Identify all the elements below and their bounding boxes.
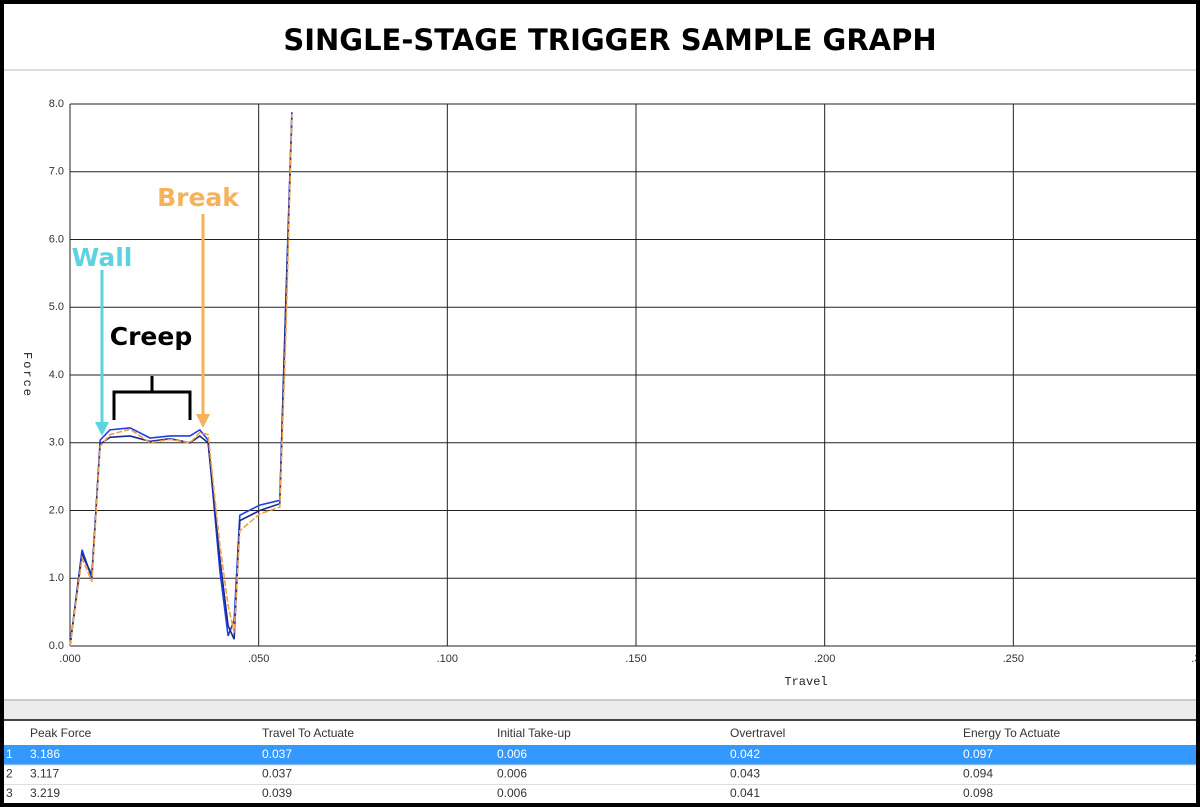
cell: 0.006 bbox=[497, 786, 527, 800]
cell: 0.039 bbox=[262, 786, 292, 800]
chart-title: SINGLE-STAGE TRIGGER SAMPLE GRAPH bbox=[283, 23, 936, 57]
cell: 0.041 bbox=[730, 786, 760, 800]
wall-arrowhead bbox=[95, 422, 109, 436]
x-axis-label: Travel bbox=[784, 675, 827, 689]
x-tick-label: .050 bbox=[248, 653, 269, 665]
y-axis-label: Force bbox=[20, 352, 34, 398]
column-header: Travel To Actuate bbox=[262, 726, 354, 740]
x-tick-label: .100 bbox=[437, 653, 458, 665]
results-table: Peak Force Travel To Actuate Initial Take-… bbox=[0, 726, 1200, 805]
cell: 0.037 bbox=[262, 767, 292, 781]
row-number: 3 bbox=[6, 786, 13, 800]
x-tick-label: .300 bbox=[1191, 653, 1200, 665]
series-line bbox=[69, 117, 293, 647]
cell: 0.037 bbox=[262, 747, 292, 761]
row-number: 2 bbox=[6, 767, 13, 781]
y-tick-label: 8.0 bbox=[49, 98, 64, 110]
y-tick-label: 0.0 bbox=[49, 640, 64, 652]
cell: 0.043 bbox=[730, 767, 760, 781]
selected-row[interactable] bbox=[2, 745, 1198, 765]
column-header: Energy To Actuate bbox=[963, 726, 1061, 740]
x-tick-label: .150 bbox=[625, 653, 646, 665]
cell: 0.042 bbox=[730, 747, 760, 761]
series-line bbox=[69, 112, 293, 647]
column-header: Initial Take-up bbox=[497, 726, 571, 740]
column-header: Overtravel bbox=[730, 726, 785, 740]
cell: 0.006 bbox=[497, 767, 527, 781]
column-header: Peak Force bbox=[30, 726, 92, 740]
cell: 0.097 bbox=[963, 747, 993, 761]
cell: 0.006 bbox=[497, 747, 527, 761]
annotation: Creep bbox=[110, 322, 192, 351]
y-tick-label: 4.0 bbox=[49, 369, 64, 381]
y-axis-label-text: Force bbox=[20, 352, 34, 398]
row-number: 1 bbox=[6, 747, 13, 761]
cell: 3.186 bbox=[30, 747, 60, 761]
y-tick-label: 1.0 bbox=[49, 572, 64, 584]
y-tick-label: 2.0 bbox=[49, 504, 64, 516]
plot: 0.0 1.0 2.0 3.0 4.0 5.0 6.0 7.0 8.0 .000 .050 .100.… bbox=[49, 98, 1200, 665]
annotation: Wall bbox=[72, 243, 133, 272]
cell: 0.098 bbox=[963, 786, 993, 800]
y-tick-label: 6.0 bbox=[49, 233, 64, 245]
x-tick-label: .250 bbox=[1003, 653, 1024, 665]
cell: 0.094 bbox=[963, 767, 993, 781]
y-tick-label: 5.0 bbox=[49, 301, 64, 313]
x-tick-label: .200 bbox=[814, 653, 835, 665]
annotation: Break bbox=[157, 183, 240, 212]
y-tick-label: 3.0 bbox=[49, 437, 64, 449]
cell: 3.219 bbox=[30, 786, 60, 800]
series-line bbox=[69, 114, 293, 647]
creep-bracket bbox=[112, 376, 192, 420]
splitter bbox=[0, 701, 1200, 719]
x-tick-label: .000 bbox=[59, 653, 80, 665]
y-tick-label: 7.0 bbox=[49, 166, 64, 178]
cell: 3.117 bbox=[30, 767, 59, 781]
break-arrowhead bbox=[196, 414, 210, 428]
